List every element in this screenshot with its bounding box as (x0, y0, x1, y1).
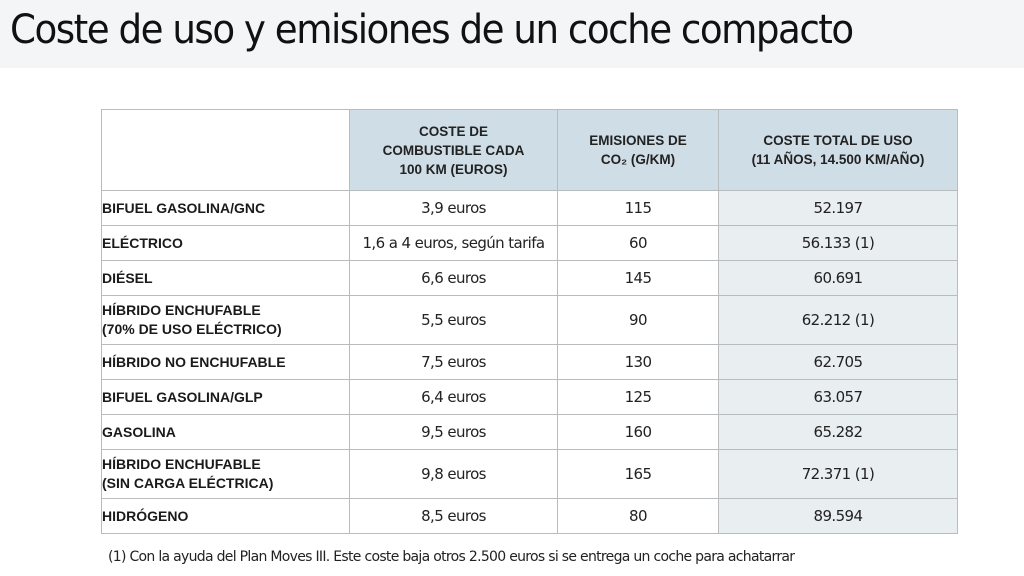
table-row: GASOLINA 9,5 euros 160 65.282 (101, 414, 958, 450)
header-blank-cell (101, 109, 350, 191)
vehicle-name-line: HIDRÓGENO (102, 507, 189, 524)
emissions-cell: 165 (557, 449, 719, 499)
vehicle-type-cell: HÍBRIDO ENCHUFABLE (SIN CARGA ELÉCTRICA) (101, 449, 350, 499)
vehicle-type-cell: BIFUEL GASOLINA/GNC (101, 190, 350, 226)
total-cost-cell: 89.594 (718, 498, 958, 534)
total-cost-cell: 60.691 (718, 260, 958, 296)
vehicle-name-line: BIFUEL GASOLINA/GNC (102, 199, 266, 216)
emissions-cell: 60 (557, 225, 719, 261)
vehicle-name-line: (SIN CARGA ELÉCTRICA) (102, 475, 274, 491)
fuel-cost-cell: 3,9 euros (349, 190, 558, 226)
emissions-cell: 160 (557, 414, 719, 450)
total-cost-cell: 65.282 (718, 414, 958, 450)
total-cost-cell: 72.371 (1) (718, 449, 958, 499)
vehicle-type-cell: HÍBRIDO NO ENCHUFABLE (101, 344, 350, 380)
emissions-cell: 90 (557, 295, 719, 345)
table-row: BIFUEL GASOLINA/GLP 6,4 euros 125 63.057 (101, 379, 958, 415)
header-line: COMBUSTIBLE CADA (382, 142, 525, 158)
fuel-cost-cell: 1,6 a 4 euros, según tarifa (349, 225, 558, 261)
comparison-table: COSTE DE COMBUSTIBLE CADA 100 KM (EUROS)… (101, 109, 958, 534)
vehicle-name-line: (70% DE USO ELÉCTRICO) (102, 321, 282, 337)
vehicle-type-cell: HÍBRIDO ENCHUFABLE (70% DE USO ELÉCTRICO) (101, 295, 350, 345)
total-cost-cell: 56.133 (1) (718, 225, 958, 261)
table-row: HÍBRIDO NO ENCHUFABLE 7,5 euros 130 62.705 (101, 344, 958, 380)
vehicle-name-line: HÍBRIDO NO ENCHUFABLE (102, 353, 286, 370)
table-row: DIÉSEL 6,6 euros 145 60.691 (101, 260, 958, 296)
table-row: HÍBRIDO ENCHUFABLE (70% DE USO ELÉCTRICO)… (101, 295, 958, 345)
header-line: COSTE TOTAL DE USO (763, 133, 913, 148)
table-header-row: COSTE DE COMBUSTIBLE CADA 100 KM (EUROS)… (101, 109, 958, 191)
header-line: COSTE DE (418, 123, 488, 139)
emissions-cell: 130 (557, 344, 719, 380)
title-band (0, 0, 1024, 68)
total-cost-cell: 52.197 (718, 190, 958, 226)
total-cost-cell: 62.212 (1) (718, 295, 958, 345)
emissions-cell: 145 (557, 260, 719, 296)
header-line: (11 AÑOS, 14.500 KM/AÑO) (751, 152, 925, 167)
vehicle-type-cell: DIÉSEL (101, 260, 350, 296)
vehicle-name-line: GASOLINA (102, 423, 176, 440)
emissions-cell: 80 (557, 498, 719, 534)
vehicle-name-line: ELÉCTRICO (102, 234, 183, 251)
header-fuel-cost: COSTE DE COMBUSTIBLE CADA 100 KM (EUROS) (349, 109, 558, 191)
vehicle-type-cell: ELÉCTRICO (101, 225, 350, 261)
fuel-cost-cell: 6,4 euros (349, 379, 558, 415)
vehicle-name-line: HÍBRIDO ENCHUFABLE (102, 302, 261, 318)
fuel-cost-cell: 9,8 euros (349, 449, 558, 499)
header-line: CO₂ (G/KM) (600, 152, 676, 167)
total-cost-cell: 62.705 (718, 344, 958, 380)
total-cost-cell: 63.057 (718, 379, 958, 415)
page-title: Coste de uso y emisiones de un coche com… (10, 7, 854, 53)
fuel-cost-cell: 8,5 euros (349, 498, 558, 534)
fuel-cost-cell: 9,5 euros (349, 414, 558, 450)
header-emissions: EMISIONES DE CO₂ (G/KM) (557, 109, 719, 191)
fuel-cost-cell: 5,5 euros (349, 295, 558, 345)
header-line: 100 KM (EUROS) (399, 161, 508, 177)
emissions-cell: 115 (557, 190, 719, 226)
header-total-cost: COSTE TOTAL DE USO (11 AÑOS, 14.500 KM/A… (718, 109, 958, 191)
vehicle-name-line: BIFUEL GASOLINA/GLP (102, 388, 263, 405)
table-row: BIFUEL GASOLINA/GNC 3,9 euros 115 52.197 (101, 190, 958, 226)
vehicle-name-line: DIÉSEL (102, 269, 153, 286)
header-line: EMISIONES DE (589, 133, 687, 148)
emissions-cell: 125 (557, 379, 719, 415)
vehicle-type-cell: GASOLINA (101, 414, 350, 450)
table-row: ELÉCTRICO 1,6 a 4 euros, según tarifa 60 56… (101, 225, 958, 261)
table-row: HIDRÓGENO 8,5 euros 80 89.594 (101, 498, 958, 534)
footnote: (1) Con la ayuda del Plan Moves III. Est… (108, 549, 795, 565)
vehicle-name-line: HÍBRIDO ENCHUFABLE (102, 456, 261, 472)
fuel-cost-cell: 7,5 euros (349, 344, 558, 380)
table-row: HÍBRIDO ENCHUFABLE (SIN CARGA ELÉCTRICA) 9… (101, 449, 958, 499)
vehicle-type-cell: BIFUEL GASOLINA/GLP (101, 379, 350, 415)
fuel-cost-cell: 6,6 euros (349, 260, 558, 296)
vehicle-type-cell: HIDRÓGENO (101, 498, 350, 534)
